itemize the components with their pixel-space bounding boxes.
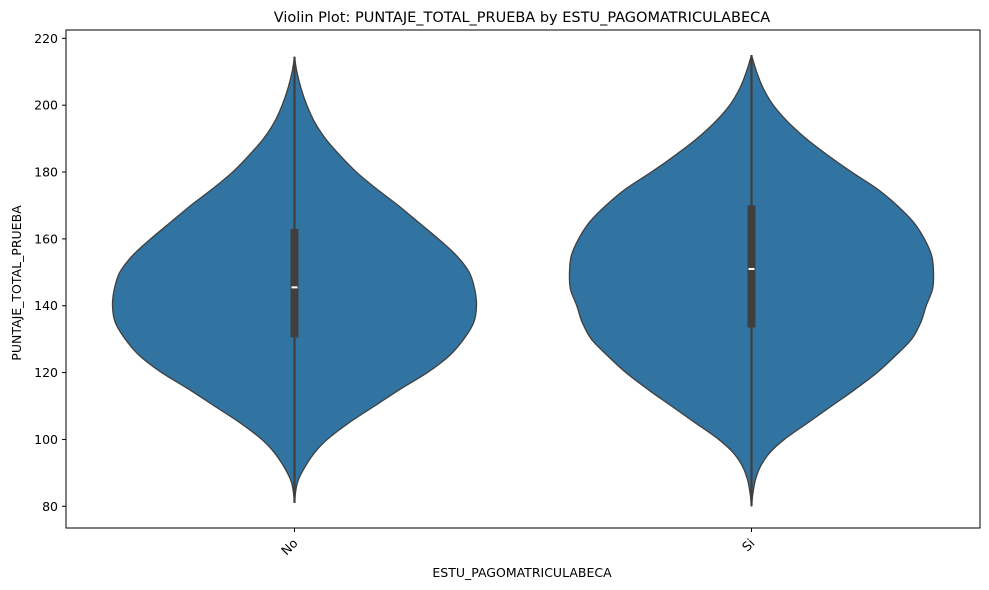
chart-title: Violin Plot: PUNTAJE_TOTAL_PRUEBA by EST… xyxy=(274,10,770,26)
y-tick-label: 160 xyxy=(34,231,58,246)
x-axis-label: ESTU_PAGOMATRICULABECA xyxy=(432,565,612,580)
y-tick-label: 100 xyxy=(34,432,58,447)
y-axis-label: PUNTAJE_TOTAL_PRUEBA xyxy=(9,205,24,361)
iqr-box xyxy=(290,228,299,338)
y-tick-label: 180 xyxy=(34,165,58,180)
y-tick-label: 140 xyxy=(34,298,58,313)
y-tick-label: 200 xyxy=(34,98,58,113)
violin-series xyxy=(111,54,935,507)
y-axis: 80 100 120 140 160 180 200 220 xyxy=(34,31,66,514)
plot-area-frame xyxy=(65,29,981,529)
y-tick-label: 80 xyxy=(42,499,58,514)
iqr-box xyxy=(747,205,756,328)
y-tick-label: 220 xyxy=(34,31,58,46)
y-tick-label: 120 xyxy=(34,365,58,380)
